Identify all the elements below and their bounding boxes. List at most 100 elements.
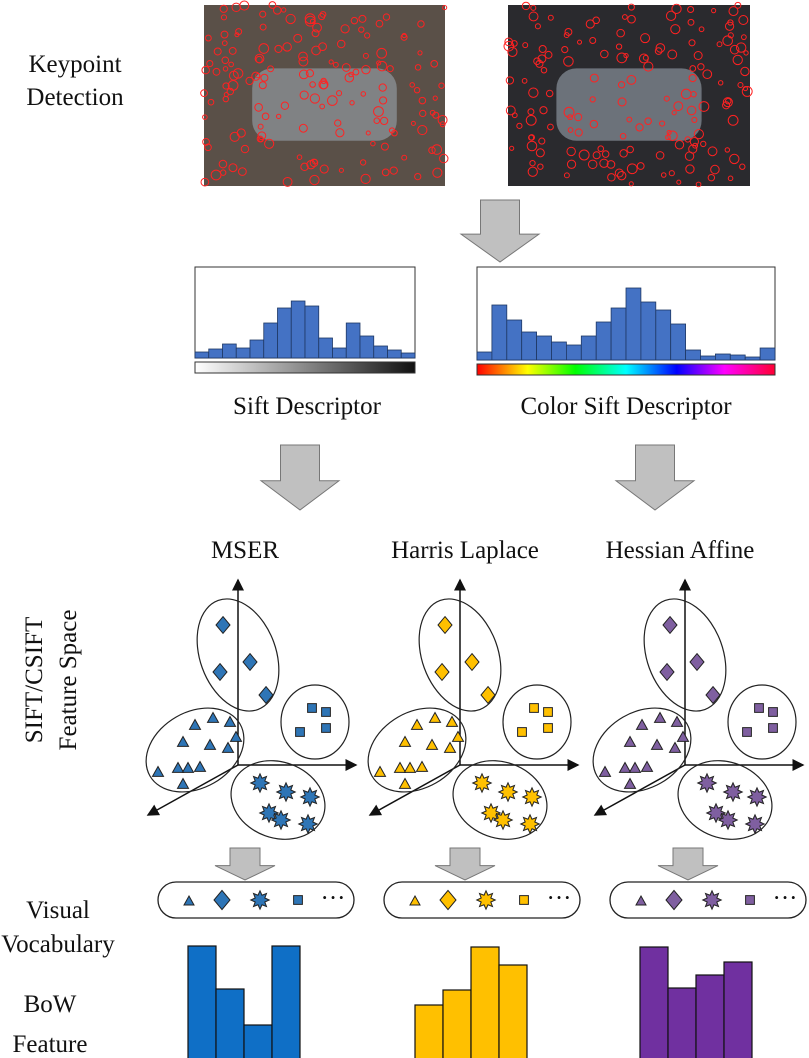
glyph bbox=[225, 717, 236, 727]
glyph bbox=[243, 654, 257, 671]
histogram-bar bbox=[626, 288, 641, 360]
histogram-bar bbox=[319, 338, 333, 358]
glyph bbox=[499, 783, 517, 801]
glyph bbox=[670, 743, 681, 753]
glyph bbox=[294, 896, 303, 905]
glyph bbox=[477, 891, 495, 909]
glyph bbox=[216, 617, 230, 634]
glyph bbox=[322, 724, 331, 733]
glyph bbox=[755, 704, 764, 713]
histogram-bar bbox=[715, 354, 730, 360]
glyph bbox=[494, 811, 512, 829]
histogram-bar bbox=[507, 320, 522, 360]
photo-shade bbox=[252, 68, 397, 140]
histogram-bar bbox=[305, 306, 319, 358]
histogram-bar bbox=[641, 302, 656, 360]
glyph bbox=[698, 774, 716, 792]
glyph bbox=[296, 728, 305, 737]
glyph bbox=[743, 728, 752, 737]
glyph bbox=[544, 724, 553, 733]
bow-bar bbox=[216, 989, 244, 1058]
glyph bbox=[746, 896, 755, 905]
arrow bbox=[616, 445, 694, 510]
cluster bbox=[353, 691, 481, 809]
bow-bar bbox=[272, 946, 300, 1058]
bow-bar bbox=[244, 1025, 272, 1058]
histogram-bar bbox=[656, 310, 671, 360]
glyph bbox=[769, 724, 778, 733]
glyph bbox=[637, 720, 648, 730]
glyph bbox=[663, 617, 677, 634]
glyph bbox=[481, 687, 495, 704]
glyph bbox=[178, 779, 189, 789]
histogram-bar bbox=[552, 342, 567, 360]
label: Feature Space bbox=[55, 610, 82, 751]
glyph bbox=[400, 779, 411, 789]
glyph bbox=[544, 708, 553, 717]
glyph bbox=[769, 708, 778, 717]
histogram-bar bbox=[760, 348, 775, 360]
glyph bbox=[435, 664, 449, 681]
glyph bbox=[465, 654, 479, 671]
glyph bbox=[412, 720, 423, 730]
diagram: ········· Keypoint Detection SIFT/CSIFT … bbox=[0, 0, 809, 1058]
glyph bbox=[655, 713, 666, 723]
bow-bar bbox=[724, 962, 752, 1058]
arrow bbox=[435, 848, 495, 880]
glyph bbox=[427, 740, 438, 750]
glyph bbox=[652, 740, 663, 750]
glyph bbox=[190, 720, 201, 730]
bow-bar bbox=[471, 947, 499, 1058]
glyph bbox=[620, 763, 631, 773]
glyph bbox=[690, 654, 704, 671]
arrow bbox=[658, 848, 718, 880]
histogram-bar bbox=[346, 323, 360, 358]
cluster bbox=[131, 691, 259, 809]
label: Keypoint bbox=[28, 51, 121, 78]
glyph bbox=[430, 713, 441, 723]
glyph bbox=[625, 737, 636, 747]
glyph bbox=[642, 762, 653, 772]
glyph bbox=[625, 779, 636, 789]
descriptor-label: Sift Descriptor bbox=[233, 393, 382, 420]
histogram-bar bbox=[360, 336, 374, 358]
glyph bbox=[453, 732, 464, 742]
glyph bbox=[518, 728, 527, 737]
glyph bbox=[173, 763, 184, 773]
glyph bbox=[520, 896, 529, 905]
bow-bar bbox=[443, 990, 471, 1058]
glyph bbox=[272, 811, 290, 829]
glyph bbox=[719, 811, 737, 829]
histogram-bar bbox=[388, 350, 402, 358]
glyph bbox=[746, 815, 764, 833]
histogram-bar bbox=[611, 308, 626, 360]
glyph bbox=[748, 788, 766, 806]
histogram-bar bbox=[566, 345, 581, 360]
detector-label: Harris Laplace bbox=[391, 537, 539, 564]
arrow bbox=[215, 848, 275, 880]
detector-label: Hessian Affine bbox=[606, 537, 755, 564]
descriptor-label: Color Sift Descriptor bbox=[520, 393, 732, 420]
glyph bbox=[530, 704, 539, 713]
vocabulary-ellipsis: ··· bbox=[321, 885, 346, 912]
histogram-bar bbox=[537, 336, 552, 360]
glyph bbox=[205, 740, 216, 750]
histogram-bar bbox=[730, 355, 745, 360]
bow-bar bbox=[640, 947, 668, 1058]
histogram-bar bbox=[195, 352, 209, 358]
glyph bbox=[400, 737, 411, 747]
histogram-bar bbox=[745, 357, 760, 360]
glyph bbox=[153, 767, 164, 777]
histogram-bar bbox=[701, 356, 716, 360]
glyph bbox=[630, 763, 641, 773]
glyph bbox=[703, 891, 721, 909]
histogram-bar bbox=[278, 308, 292, 358]
arrow bbox=[461, 200, 539, 262]
histogram-bar bbox=[264, 323, 278, 358]
glyph bbox=[277, 783, 295, 801]
cluster bbox=[578, 691, 706, 809]
glyph bbox=[301, 788, 319, 806]
glyph bbox=[231, 732, 242, 742]
glyph bbox=[473, 774, 491, 792]
glyph bbox=[208, 713, 219, 723]
